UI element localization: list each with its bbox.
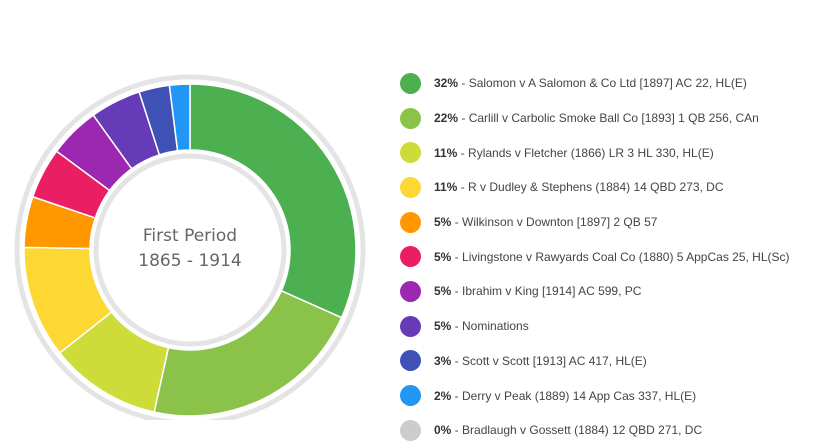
legend-label: 3% - Scott v Scott [1913] AC 417, HL(E) [434,353,647,368]
legend-case-name: R v Dudley & Stephens (1884) 14 QBD 273,… [468,180,724,195]
legend-item[interactable]: 5% - Livingstone v Rawyards Coal Co (188… [400,239,790,274]
donut-chart: First Period 1865 - 1914 [14,74,366,420]
legend-percent: 0% [434,423,452,438]
legend-item[interactable]: 5% - Nominations [400,309,790,344]
legend-label: 5% - Nominations [434,319,529,334]
donut-slices [23,83,357,417]
legend-swatch-icon [400,107,421,129]
legend-item[interactable]: 5% - Ibrahim v King [1914] AC 599, PC [400,274,790,309]
legend-percent: 5% [434,319,452,334]
center-subtitle: 1865 - 1914 [138,251,241,271]
legend-case-name: Rylands v Fletcher (1866) LR 3 HL 330, H… [468,145,714,160]
legend-swatch-icon [400,315,421,337]
donut-slice[interactable] [189,83,357,319]
legend-item[interactable]: 11% - R v Dudley & Stephens (1884) 14 QB… [400,170,790,205]
legend-case-name: Salomon v A Salomon & Co Ltd [1897] AC 2… [468,76,747,91]
legend-item[interactable]: 11% - Rylands v Fletcher (1866) LR 3 HL … [400,135,790,170]
legend-percent: 32% [434,76,459,91]
legend-item[interactable]: 3% - Scott v Scott [1913] AC 417, HL(E) [400,344,790,379]
legend-case-name: Bradlaugh v Gossett (1884) 12 QBD 271, D… [462,423,703,438]
legend-label: 32% - Salomon v A Salomon & Co Ltd [1897… [434,76,747,91]
legend-case-name: Wilkinson v Downton [1897] 2 QB 57 [462,215,658,230]
legend-label: 2% - Derry v Peak (1889) 14 App Cas 337,… [434,388,697,403]
chart-legend: 32% - Salomon v A Salomon & Co Ltd [1897… [400,66,790,448]
legend-case-name: Derry v Peak (1889) 14 App Cas 337, HL(E… [462,388,697,403]
legend-percent: 5% [434,215,452,230]
legend-label: 5% - Ibrahim v King [1914] AC 599, PC [434,284,642,299]
legend-swatch-icon [400,385,421,407]
legend-swatch-icon [400,280,421,302]
legend-item[interactable]: 22% - Carlill v Carbolic Smoke Ball Co [… [400,101,790,136]
legend-percent: 11% [434,145,458,160]
legend-label: 5% - Livingstone v Rawyards Coal Co (188… [434,249,790,264]
donut-slice[interactable] [168,83,191,152]
legend-label: 0% - Bradlaugh v Gossett (1884) 12 QBD 2… [434,423,703,438]
donut-outer-ring [14,74,366,420]
legend-swatch-icon [400,72,421,94]
legend-percent: 22% [434,111,459,126]
legend-item[interactable]: 5% - Wilkinson v Downton [1897] 2 QB 57 [400,205,790,240]
legend-case-name: Ibrahim v King [1914] AC 599, PC [462,284,642,299]
legend-case-name: Nominations [462,319,529,334]
legend-swatch-icon [400,211,421,233]
legend-percent: 3% [434,353,452,368]
legend-case-name: Livingstone v Rawyards Coal Co (1880) 5 … [462,249,790,264]
donut-slice[interactable] [153,289,343,417]
legend-label: 5% - Wilkinson v Downton [1897] 2 QB 57 [434,215,658,230]
legend-swatch-icon [400,419,421,441]
legend-swatch-icon [400,246,421,268]
legend-label: 11% - R v Dudley & Stephens (1884) 14 QB… [434,180,724,195]
donut-inner-ring [93,153,287,347]
legend-item[interactable]: 0% - Bradlaugh v Gossett (1884) 12 QBD 2… [400,413,790,448]
center-title: First Period [143,226,237,246]
legend-label: 11% - Rylands v Fletcher (1866) LR 3 HL … [434,145,714,160]
legend-case-name: Carlill v Carbolic Smoke Ball Co [1893] … [468,111,759,126]
legend-percent: 2% [434,388,452,403]
legend-label: 22% - Carlill v Carbolic Smoke Ball Co [… [434,111,759,126]
legend-item[interactable]: 2% - Derry v Peak (1889) 14 App Cas 337,… [400,378,790,413]
legend-swatch-icon [400,176,421,198]
legend-item[interactable]: 32% - Salomon v A Salomon & Co Ltd [1897… [400,66,790,101]
legend-case-name: Scott v Scott [1913] AC 417, HL(E) [462,353,647,368]
legend-percent: 5% [434,249,452,264]
legend-swatch-icon [400,350,421,372]
legend-swatch-icon [400,142,421,164]
legend-percent: 5% [434,284,452,299]
legend-percent: 11% [434,180,458,195]
